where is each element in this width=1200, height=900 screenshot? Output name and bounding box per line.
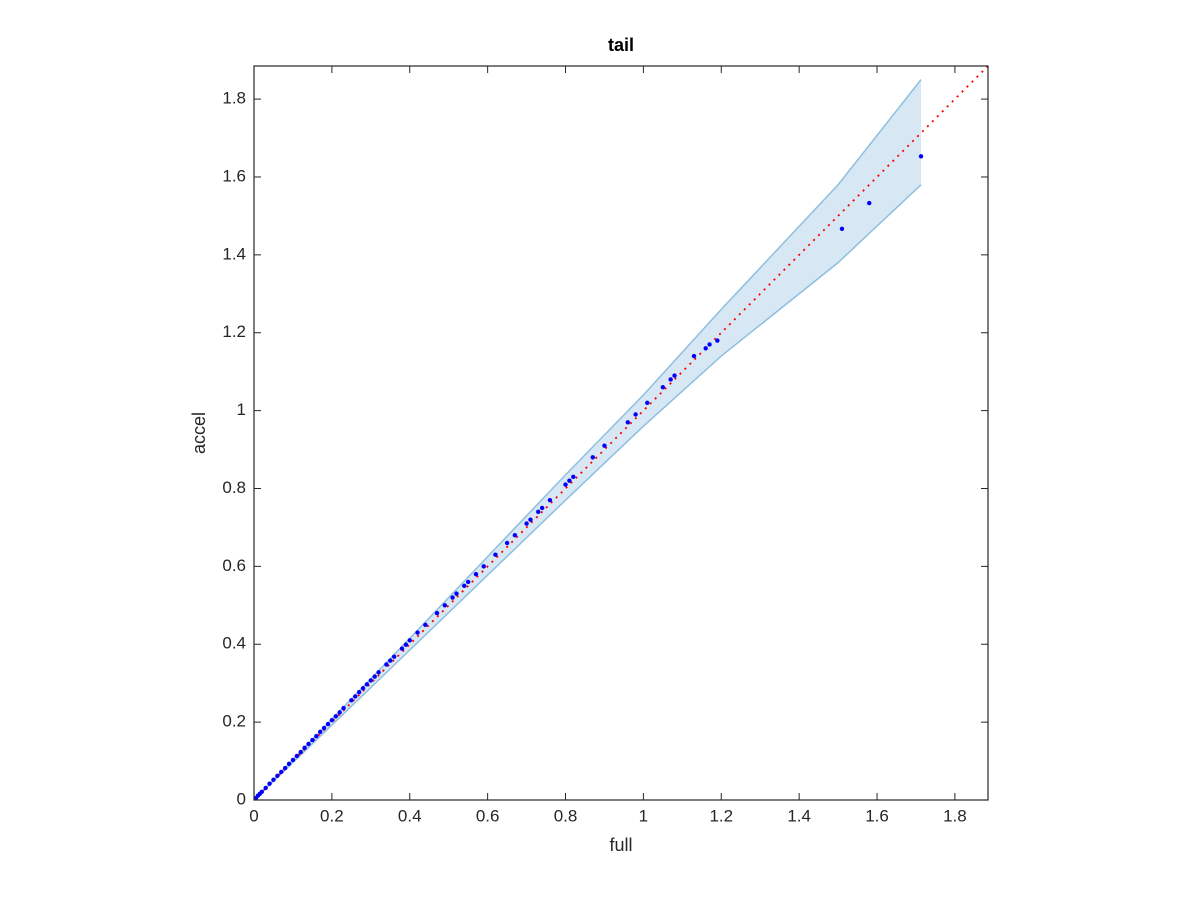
point bbox=[275, 773, 280, 779]
point bbox=[867, 200, 872, 206]
x-tick-label: 1.8 bbox=[943, 806, 967, 825]
point bbox=[567, 478, 572, 483]
point bbox=[512, 533, 518, 538]
point bbox=[271, 777, 276, 782]
point bbox=[360, 686, 366, 691]
point bbox=[660, 385, 666, 390]
point bbox=[329, 717, 335, 723]
point bbox=[388, 658, 393, 663]
y-tick-label: 1.8 bbox=[222, 89, 246, 108]
point bbox=[691, 353, 697, 359]
point bbox=[341, 705, 346, 711]
point bbox=[298, 749, 303, 755]
axes-box bbox=[253, 65, 989, 801]
point bbox=[302, 745, 307, 751]
point bbox=[368, 678, 374, 683]
x-tick-label: 0.6 bbox=[476, 806, 500, 825]
point bbox=[918, 154, 924, 159]
point bbox=[423, 622, 428, 627]
point bbox=[325, 721, 331, 727]
point bbox=[672, 373, 677, 378]
identity-line bbox=[253, 65, 989, 801]
y-tick-label: 0.6 bbox=[222, 556, 246, 575]
point bbox=[310, 737, 315, 743]
point bbox=[372, 674, 377, 679]
point bbox=[707, 342, 712, 347]
x-axis-label: full bbox=[609, 835, 632, 855]
point bbox=[314, 733, 319, 739]
point bbox=[473, 571, 479, 577]
point bbox=[364, 682, 370, 687]
point bbox=[267, 781, 272, 786]
point bbox=[279, 769, 284, 775]
x-tick-label: 0.8 bbox=[554, 806, 578, 825]
point bbox=[282, 765, 288, 771]
point bbox=[306, 741, 311, 747]
point bbox=[286, 761, 292, 766]
point bbox=[376, 670, 381, 675]
point bbox=[337, 710, 342, 715]
point bbox=[434, 610, 440, 616]
x-tick-label: 1.6 bbox=[865, 806, 889, 825]
point bbox=[450, 595, 455, 600]
point bbox=[481, 564, 486, 569]
point bbox=[528, 517, 533, 522]
point bbox=[263, 785, 268, 791]
point bbox=[391, 654, 397, 659]
y-tick-label: 0.2 bbox=[222, 712, 246, 731]
point bbox=[645, 400, 650, 406]
y-axis-label: accel bbox=[189, 412, 209, 454]
point bbox=[625, 420, 631, 425]
point bbox=[524, 521, 529, 526]
point bbox=[333, 714, 338, 719]
x-tick-label: 0.4 bbox=[398, 806, 422, 825]
point bbox=[399, 646, 405, 651]
point bbox=[547, 497, 553, 503]
x-tick-label: 1.4 bbox=[787, 806, 811, 825]
point bbox=[536, 509, 541, 515]
point bbox=[839, 226, 845, 231]
point bbox=[384, 662, 389, 667]
x-tick-label: 1 bbox=[639, 806, 648, 825]
point bbox=[715, 338, 720, 343]
point bbox=[290, 757, 296, 763]
x-tick-label: 1.2 bbox=[709, 806, 733, 825]
y-tick-label: 1.2 bbox=[222, 322, 246, 341]
point bbox=[317, 729, 323, 735]
point bbox=[454, 591, 459, 596]
x-tick-label: 0 bbox=[249, 806, 258, 825]
point bbox=[415, 630, 420, 635]
point bbox=[356, 689, 362, 695]
point bbox=[353, 694, 358, 699]
point bbox=[321, 725, 327, 731]
point bbox=[349, 698, 354, 703]
point bbox=[465, 579, 471, 585]
point bbox=[442, 603, 448, 608]
point bbox=[403, 642, 409, 647]
point bbox=[590, 455, 595, 460]
y-tick-label: 0 bbox=[237, 789, 246, 808]
y-tick-label: 0.4 bbox=[222, 634, 246, 653]
point bbox=[539, 505, 545, 511]
point bbox=[294, 753, 300, 759]
x-tick-label: 0.2 bbox=[320, 806, 344, 825]
y-tick-label: 1 bbox=[237, 400, 246, 419]
point bbox=[571, 474, 576, 480]
point bbox=[563, 482, 568, 487]
point bbox=[703, 346, 708, 351]
chart-title: tail bbox=[608, 35, 634, 55]
band-edge bbox=[253, 184, 922, 801]
y-tick-label: 1.6 bbox=[222, 166, 246, 185]
point bbox=[259, 789, 264, 795]
point bbox=[504, 540, 510, 546]
point bbox=[602, 443, 607, 448]
point bbox=[633, 412, 638, 417]
point bbox=[407, 638, 412, 643]
point bbox=[493, 552, 498, 557]
y-tick-label: 0.8 bbox=[222, 478, 246, 497]
point bbox=[462, 583, 467, 589]
point bbox=[668, 377, 673, 382]
y-tick-label: 1.4 bbox=[222, 244, 246, 263]
